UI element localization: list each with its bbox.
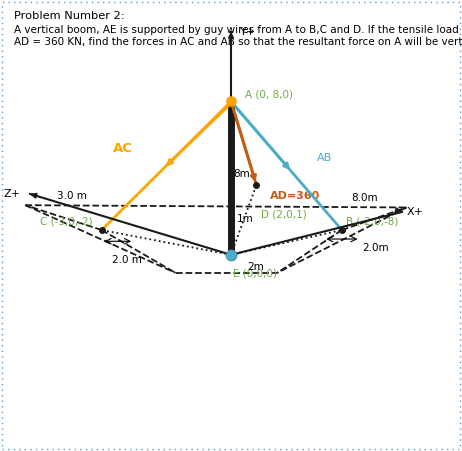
- Text: 2.0m: 2.0m: [363, 243, 389, 253]
- Text: Z+: Z+: [4, 189, 21, 199]
- Text: AB: AB: [316, 153, 332, 163]
- Text: 8m: 8m: [233, 169, 250, 179]
- Text: AD=360: AD=360: [270, 191, 321, 201]
- Text: Problem Number 2:: Problem Number 2:: [14, 11, 124, 21]
- Text: A (0, 8,0): A (0, 8,0): [245, 89, 293, 99]
- Text: B (-2,0,-8): B (-2,0,-8): [346, 216, 399, 226]
- Text: X+: X+: [407, 207, 424, 217]
- Text: D (2,0,1): D (2,0,1): [261, 210, 307, 220]
- Text: 2.0 m: 2.0 m: [112, 255, 142, 265]
- Text: 2m: 2m: [247, 262, 264, 272]
- Text: 1m: 1m: [237, 214, 253, 224]
- Text: E (0,0,0): E (0,0,0): [233, 268, 277, 278]
- Text: 8.0m: 8.0m: [351, 193, 378, 203]
- Text: AD = 360 KN, find the forces in AC and AB so that the resultant force on A will : AD = 360 KN, find the forces in AC and A…: [14, 37, 462, 47]
- Text: Y+: Y+: [240, 27, 256, 37]
- Text: A vertical boom, AE is supported by guy wires from A to B,C and D. If the tensil: A vertical boom, AE is supported by guy …: [14, 25, 462, 35]
- Text: C (-3,0,-2): C (-3,0,-2): [40, 216, 92, 226]
- Text: AC: AC: [112, 143, 133, 155]
- Text: 3.0 m: 3.0 m: [57, 191, 86, 201]
